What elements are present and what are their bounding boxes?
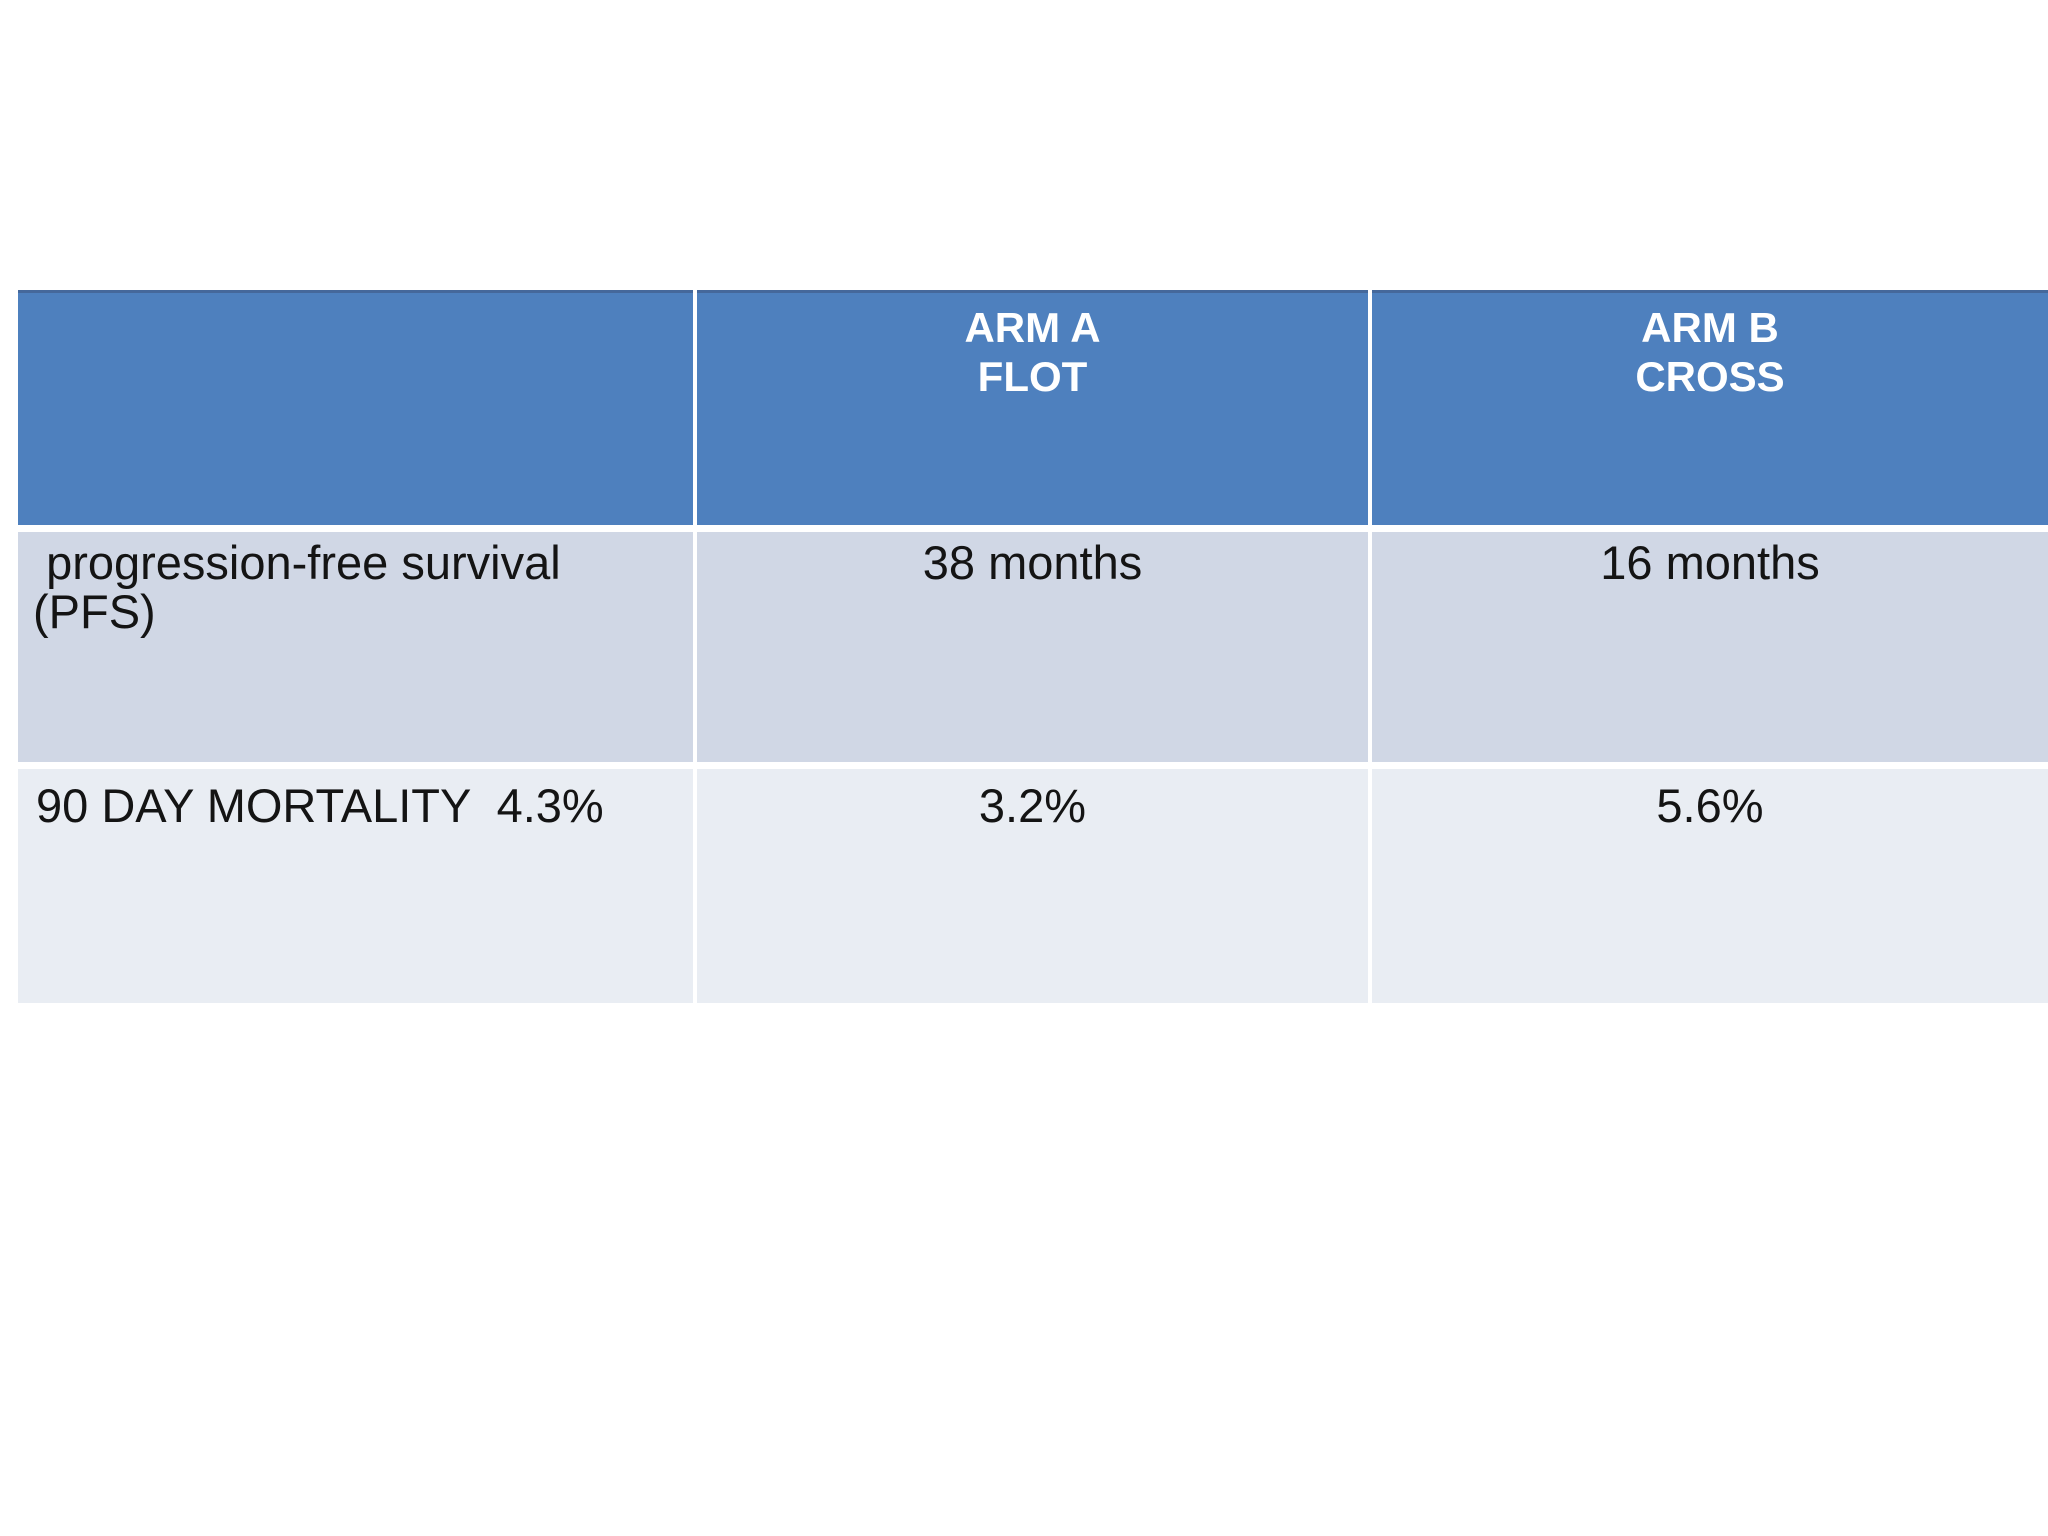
mortality-arm-a-value: 3.2%	[697, 769, 1368, 1003]
header-cell-arm-b-cross: ARM B CROSS	[1372, 290, 2048, 525]
pfs-arm-a-value: 38 months	[697, 532, 1368, 762]
mortality-arm-b-value: 5.6%	[1372, 769, 2048, 1003]
header-cell-arm-a-flot: ARM A FLOT	[697, 290, 1368, 525]
pfs-row-label: progression-free survival (PFS)	[18, 532, 693, 762]
pfs-arm-b-value: 16 months	[1372, 532, 2048, 762]
mortality-row-label: 90 DAY MORTALITY 4.3%	[18, 769, 693, 1003]
header-cell-blank	[18, 290, 693, 525]
results-table: ARM A FLOT ARM B CROSS progression-free …	[18, 290, 2048, 1003]
